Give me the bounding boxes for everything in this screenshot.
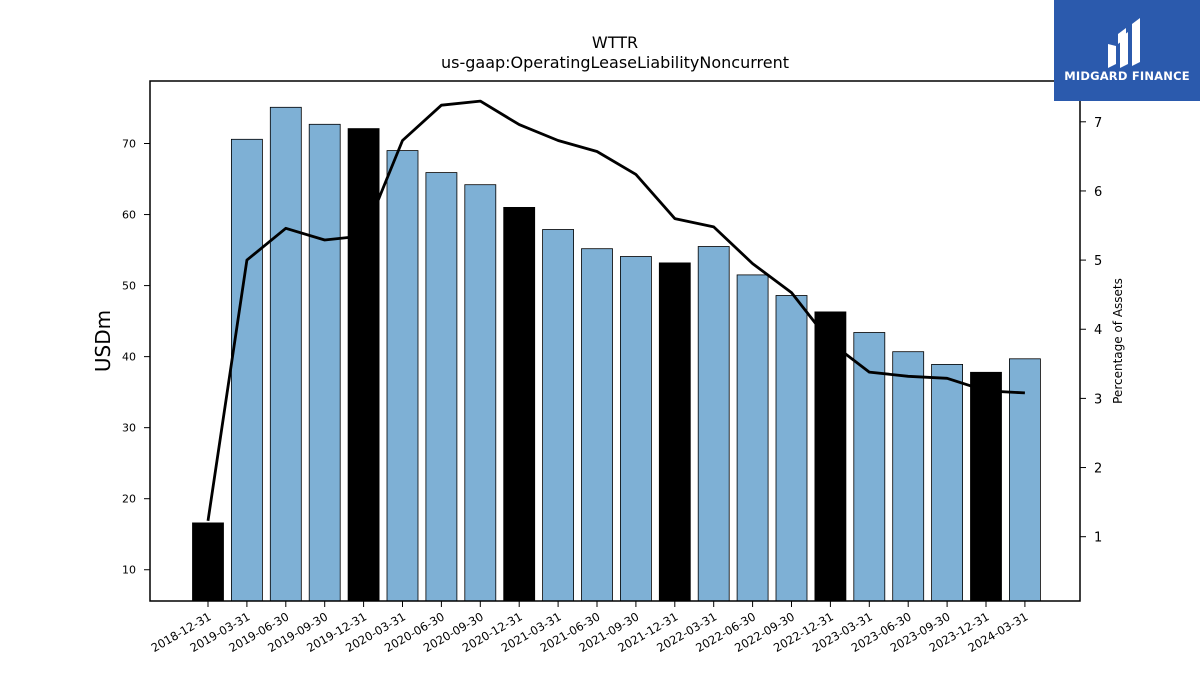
y2-tick-label: 2 [1094,462,1102,477]
midgard-logo-icon [1108,18,1140,68]
bar-2019-06-30 [269,106,302,602]
bar-2023-03-31 [853,332,886,602]
y-tick-label: 10 [122,564,136,577]
bar-2020-09-30 [464,184,497,602]
bar-2019-09-30 [308,123,341,602]
bar-2022-12-31 [814,311,847,602]
bar-2019-12-31 [347,128,380,602]
y-tick-label: 20 [122,493,136,506]
bar-2022-06-30 [736,274,769,602]
bar-2018-12-31 [192,522,224,602]
y-axis-right: 1 2 3 4 5 6 7 [1080,116,1102,546]
y-axis-label: USDm [91,310,115,372]
y-tick-label: 30 [122,422,136,435]
bar-2022-03-31 [697,246,730,602]
y2-tick-label: 7 [1094,116,1102,131]
bar-2024-03-31 [1009,358,1041,602]
bar-2021-06-30 [581,248,613,602]
bars-group [192,106,1041,602]
bar-2020-12-31 [503,206,536,602]
bar-2021-09-30 [620,256,652,602]
bar-2020-03-31 [386,150,419,602]
bar-2020-06-30 [425,172,458,602]
bar-2022-09-30 [775,295,808,602]
bar-2019-03-31 [230,138,263,602]
bar-2021-03-31 [542,229,574,602]
y-axis-left: 10 20 30 40 50 60 70 [122,138,150,577]
logo-text: MIDGARD FINANCE [1064,69,1190,83]
y2-tick-label: 1 [1094,531,1102,546]
y2-tick-label: 6 [1094,185,1102,200]
y-tick-label: 60 [122,209,136,222]
bar-2021-12-31 [658,262,691,602]
line-group [206,99,1025,522]
x-axis: 2018-12-312019-03-312019-06-302019-09-30… [149,601,1030,655]
chart-title: WTTR [592,33,638,52]
y2-axis-label: Percentage of Assets [1111,278,1125,404]
bar-2023-06-30 [892,351,925,602]
bar-2023-09-30 [931,363,963,602]
brand-logo: MIDGARD FINANCE [1054,0,1200,101]
series-line [206,99,1025,522]
bar-2023-12-31 [970,371,1002,602]
y2-tick-label: 3 [1094,392,1102,407]
y-tick-label: 70 [122,138,136,151]
y2-tick-label: 5 [1094,254,1102,269]
y-tick-label: 50 [122,280,136,293]
y2-tick-label: 4 [1094,323,1102,338]
plot-frame [149,80,1081,602]
y-tick-label: 40 [122,351,136,364]
chart-subtitle: us-gaap:OperatingLeaseLiabilityNoncurren… [441,53,789,72]
